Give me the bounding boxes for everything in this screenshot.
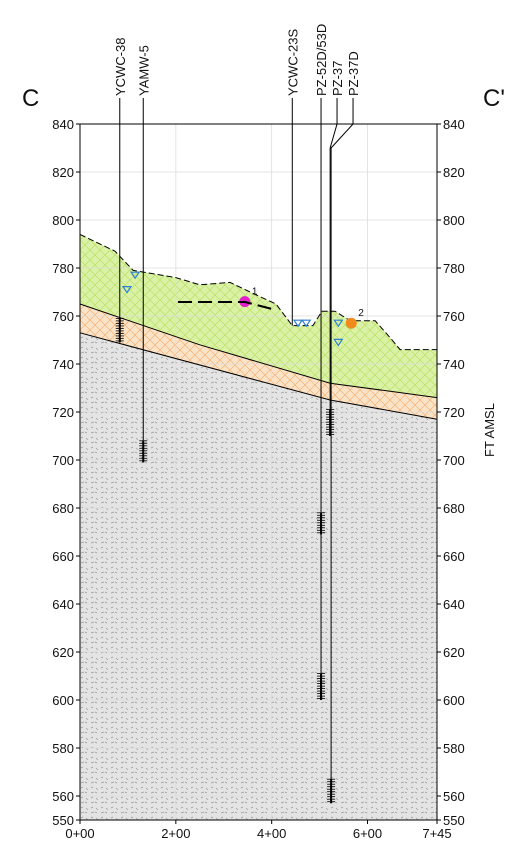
y-tick-label: 640	[52, 597, 74, 612]
y-tick-label: 550	[52, 813, 74, 828]
sample-label: 2	[358, 308, 364, 319]
y2-tick-label: 560	[443, 789, 465, 804]
water-level	[333, 319, 344, 328]
x-tick-label: 2+00	[161, 826, 190, 841]
well-screen	[139, 440, 148, 463]
y2-tick-label: 740	[443, 357, 465, 372]
well-label: PZ-37D	[346, 51, 361, 96]
layer-boundary	[79, 303, 438, 399]
well-screen	[326, 409, 335, 436]
plot-frame	[79, 123, 438, 821]
layer-boundary	[79, 233, 437, 351]
y-tick-label: 620	[52, 645, 74, 660]
water-level	[129, 271, 141, 280]
y-tick-label: 560	[52, 789, 74, 804]
water-level	[121, 286, 133, 294]
y2-tick-label: 720	[443, 405, 465, 420]
layer-fill	[80, 304, 437, 420]
well-screen	[317, 673, 326, 700]
well-casing	[329, 98, 338, 436]
y-tick-label: 580	[52, 741, 74, 756]
y-tick-label: 760	[52, 309, 74, 324]
y2-tick-label: 620	[443, 645, 465, 660]
y-tick-label: 840	[52, 117, 74, 132]
y2-tick-label: 800	[443, 213, 465, 228]
section-start-label: C	[22, 85, 39, 112]
x-tick-label: 6+00	[353, 826, 382, 841]
y2-tick-label: 760	[443, 309, 465, 324]
well-label: PZ-37	[330, 61, 345, 96]
x-tick-label: 7+45	[422, 826, 451, 841]
y-tick-label: 820	[52, 165, 74, 180]
y-tick-label: 660	[52, 549, 74, 564]
well-screen	[327, 778, 336, 804]
sample-point	[345, 317, 357, 329]
y2-tick-label: 840	[443, 117, 465, 132]
y2-tick-label: 780	[443, 261, 465, 276]
x-tick-label: 0+00	[65, 826, 94, 841]
y2-tick-label: 580	[443, 741, 465, 756]
water-level	[333, 338, 344, 347]
y-tick-label: 700	[52, 453, 74, 468]
water-level	[301, 319, 312, 328]
well-label: PZ-52D/53D	[314, 24, 329, 96]
y-tick-label: 740	[52, 357, 74, 372]
well-label: YCWC-23S	[285, 28, 300, 96]
y2-tick-label: 680	[443, 501, 465, 516]
section-end-label: C'	[483, 85, 505, 112]
y2-tick-label: 660	[443, 549, 465, 564]
layer-fill	[80, 332, 437, 820]
well-label: YAMW-5	[136, 45, 151, 96]
y2-tick-label: 550	[443, 813, 465, 828]
y-tick-label: 800	[52, 213, 74, 228]
well-screen	[317, 512, 326, 535]
y-tick-label: 680	[52, 501, 74, 516]
y2-tick-label: 820	[443, 165, 465, 180]
y2-tick-label: 600	[443, 693, 465, 708]
perched-line	[178, 301, 277, 311]
y-tick-label: 780	[52, 261, 74, 276]
plot: 550 550 560 560 580 580 600 600 620 620 640 640 660 6…	[52, 24, 464, 841]
y2-axis-label: FT AMSL	[482, 403, 497, 457]
x-tick-label: 4+00	[257, 826, 286, 841]
y2-tick-label: 700	[443, 453, 465, 468]
y-tick-label: 720	[52, 405, 74, 420]
y-tick-label: 600	[52, 693, 74, 708]
y2-tick-label: 640	[443, 597, 465, 612]
well-screen	[115, 317, 124, 343]
sample-label: 1	[252, 287, 258, 298]
well-label: YCWC-38	[113, 37, 128, 96]
well-casing	[330, 98, 354, 804]
water-level	[292, 319, 304, 328]
